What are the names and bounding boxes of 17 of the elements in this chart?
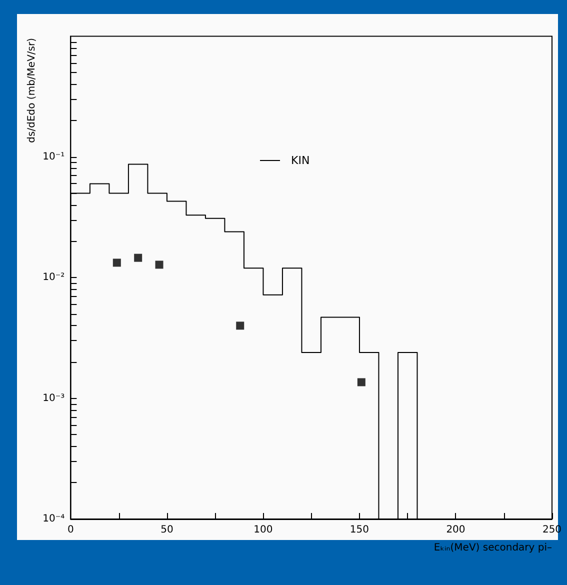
x-tick-label: 0 <box>68 524 74 536</box>
x-tick-label: 50 <box>160 524 174 536</box>
y-tick-label: 10⁻¹ <box>42 151 65 162</box>
x-tick-label: 100 <box>254 524 273 536</box>
y-axis-title: ds/dEdo (mb/MeV/sr) <box>26 38 38 143</box>
point <box>155 260 164 269</box>
point <box>112 258 121 267</box>
point <box>134 254 142 262</box>
x-tick-label: 200 <box>446 524 466 536</box>
point <box>357 378 366 386</box>
point <box>236 322 244 330</box>
y-tick-label: 10⁻⁴ <box>42 514 65 524</box>
y-tick-label: 10⁻² <box>42 272 65 284</box>
x-tick-label: 150 <box>350 524 370 536</box>
x-axis-title: Eₖᵢₙ(MeV) secondary pi– <box>434 542 552 554</box>
legend-label: KIN <box>291 154 310 167</box>
y-tick-label: 10⁻³ <box>42 392 65 404</box>
